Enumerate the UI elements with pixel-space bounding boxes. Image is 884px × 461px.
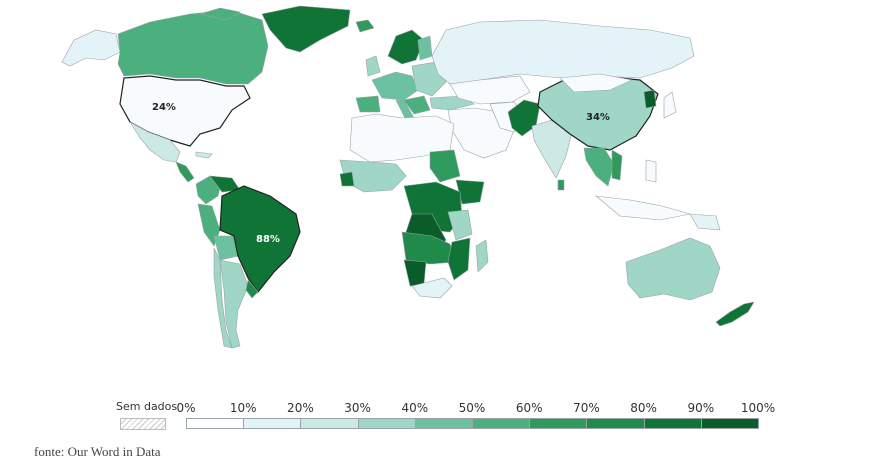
country-philippines[interactable]	[645, 159, 657, 183]
country-sudan[interactable]	[429, 149, 461, 183]
country-mozambique[interactable]	[447, 237, 471, 281]
country-iceland[interactable]	[355, 19, 375, 33]
country-sierra-leone-region[interactable]	[339, 171, 355, 187]
map-label-brazil: 88%	[256, 234, 280, 245]
country-kazakhstan[interactable]	[449, 75, 531, 105]
country-finland[interactable]	[417, 35, 433, 61]
country-canada-islands[interactable]	[198, 7, 241, 21]
country-uruguay[interactable]	[245, 279, 259, 299]
country-argentina[interactable]	[219, 259, 249, 349]
country-mongolia[interactable]	[559, 73, 633, 93]
country-uk[interactable]	[365, 55, 381, 77]
country-canada[interactable]	[117, 9, 269, 85]
map-label-usa: 24%	[152, 102, 176, 113]
country-brazil[interactable]	[219, 185, 301, 293]
country-alaska[interactable]	[61, 29, 121, 67]
country-greenland[interactable]	[261, 5, 351, 53]
country-indonesia[interactable]	[595, 195, 691, 221]
country-new-zealand[interactable]	[715, 301, 755, 327]
source-note: fonte: Our Word in Data	[34, 444, 161, 459]
country-namibia[interactable]	[403, 259, 427, 287]
country-cuba[interactable]	[195, 151, 213, 159]
country-vietnam[interactable]	[611, 149, 623, 181]
country-iberia[interactable]	[355, 95, 381, 113]
country-australia[interactable]	[625, 237, 721, 301]
country-sri-lanka[interactable]	[557, 179, 565, 191]
country-russia[interactable]	[431, 19, 695, 85]
country-korea[interactable]	[643, 89, 657, 109]
country-western-europe[interactable]	[371, 71, 419, 101]
country-angola-zambia[interactable]	[401, 231, 457, 265]
country-japan[interactable]	[663, 91, 677, 119]
country-papua[interactable]	[689, 213, 721, 231]
country-chile[interactable]	[213, 247, 233, 349]
country-mainland-southeast-asia[interactable]	[583, 147, 615, 187]
country-south-africa[interactable]	[411, 277, 453, 299]
country-north-africa[interactable]	[349, 113, 455, 163]
country-central-america[interactable]	[175, 161, 195, 183]
map-label-china: 34%	[586, 112, 610, 123]
country-madagascar[interactable]	[475, 239, 489, 273]
country-east-africa[interactable]	[447, 209, 473, 241]
country-balkans[interactable]	[403, 95, 431, 115]
